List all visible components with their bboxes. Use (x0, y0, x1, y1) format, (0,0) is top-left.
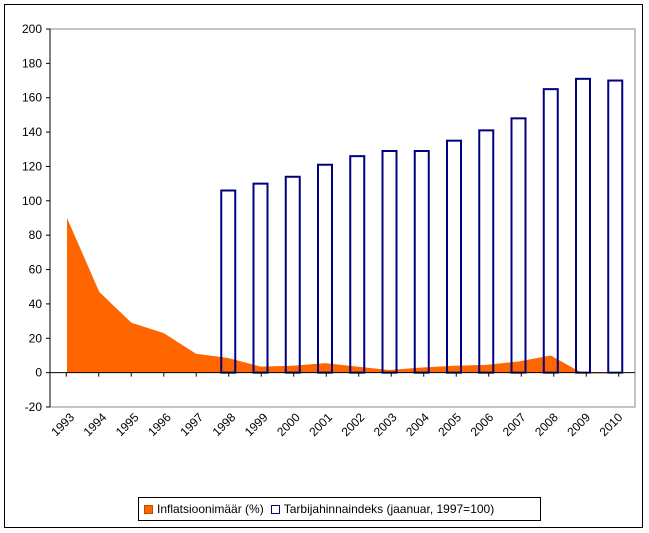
x-tick-label: 2002 (339, 410, 368, 439)
y-tick-label: 100 (22, 194, 42, 208)
legend-swatch-inflation (144, 504, 153, 514)
legend-label-inflation: Inflatsioonimäär (%) (157, 502, 264, 516)
x-tick-label: 2001 (306, 410, 335, 439)
y-tick-label: 40 (29, 297, 43, 311)
legend-item-cpi: Tarbijahinnaindeks (jaanuar, 1997=100) (270, 502, 495, 516)
y-tick-label: 140 (22, 125, 42, 139)
area-series-layer (67, 218, 616, 374)
y-tick-label: 60 (29, 263, 43, 277)
y-tick-label: -20 (25, 400, 43, 414)
x-tick-label: 1999 (242, 410, 271, 439)
x-tick-label: 2004 (403, 410, 432, 439)
y-tick-label: 180 (22, 56, 42, 70)
legend-item-inflation: Inflatsioonimäär (%) (144, 502, 264, 516)
area-inflation (67, 218, 616, 374)
x-tick-label: 2000 (274, 410, 303, 439)
y-tick-label: 200 (22, 22, 42, 36)
y-tick-label: 20 (29, 331, 43, 345)
x-tick-label: 1996 (145, 410, 174, 439)
y-tick-labels: -20 0 20 40 60 80 100 120 140 160 180 200 (22, 22, 50, 414)
x-tick-label: 1997 (177, 410, 206, 439)
y-tick-label: 0 (35, 366, 42, 380)
y-tick-label: 120 (22, 159, 42, 173)
x-tick-label: 1994 (81, 410, 110, 439)
x-tick-label: 1998 (210, 410, 239, 439)
axes (49, 29, 635, 407)
x-tick-label: 2009 (564, 410, 593, 439)
x-tick-label: 2005 (435, 410, 464, 439)
y-tick-label: 160 (22, 91, 42, 105)
x-tick-label: 2010 (597, 410, 626, 439)
x-tick-label: 2008 (532, 410, 561, 439)
x-tick-label: 1995 (113, 410, 142, 439)
legend-swatch-cpi (270, 504, 280, 514)
legend: Inflatsioonimäär (%) Tarbijahinnaindeks … (138, 497, 541, 521)
x-tick-label: 2006 (468, 410, 497, 439)
legend-label-cpi: Tarbijahinnaindeks (jaanuar, 1997=100) (283, 502, 495, 516)
x-tick-label: 2003 (371, 410, 400, 439)
x-tick-label: 1993 (48, 410, 77, 439)
y-tick-label: 80 (29, 228, 43, 242)
x-tick-label: 2007 (500, 410, 529, 439)
